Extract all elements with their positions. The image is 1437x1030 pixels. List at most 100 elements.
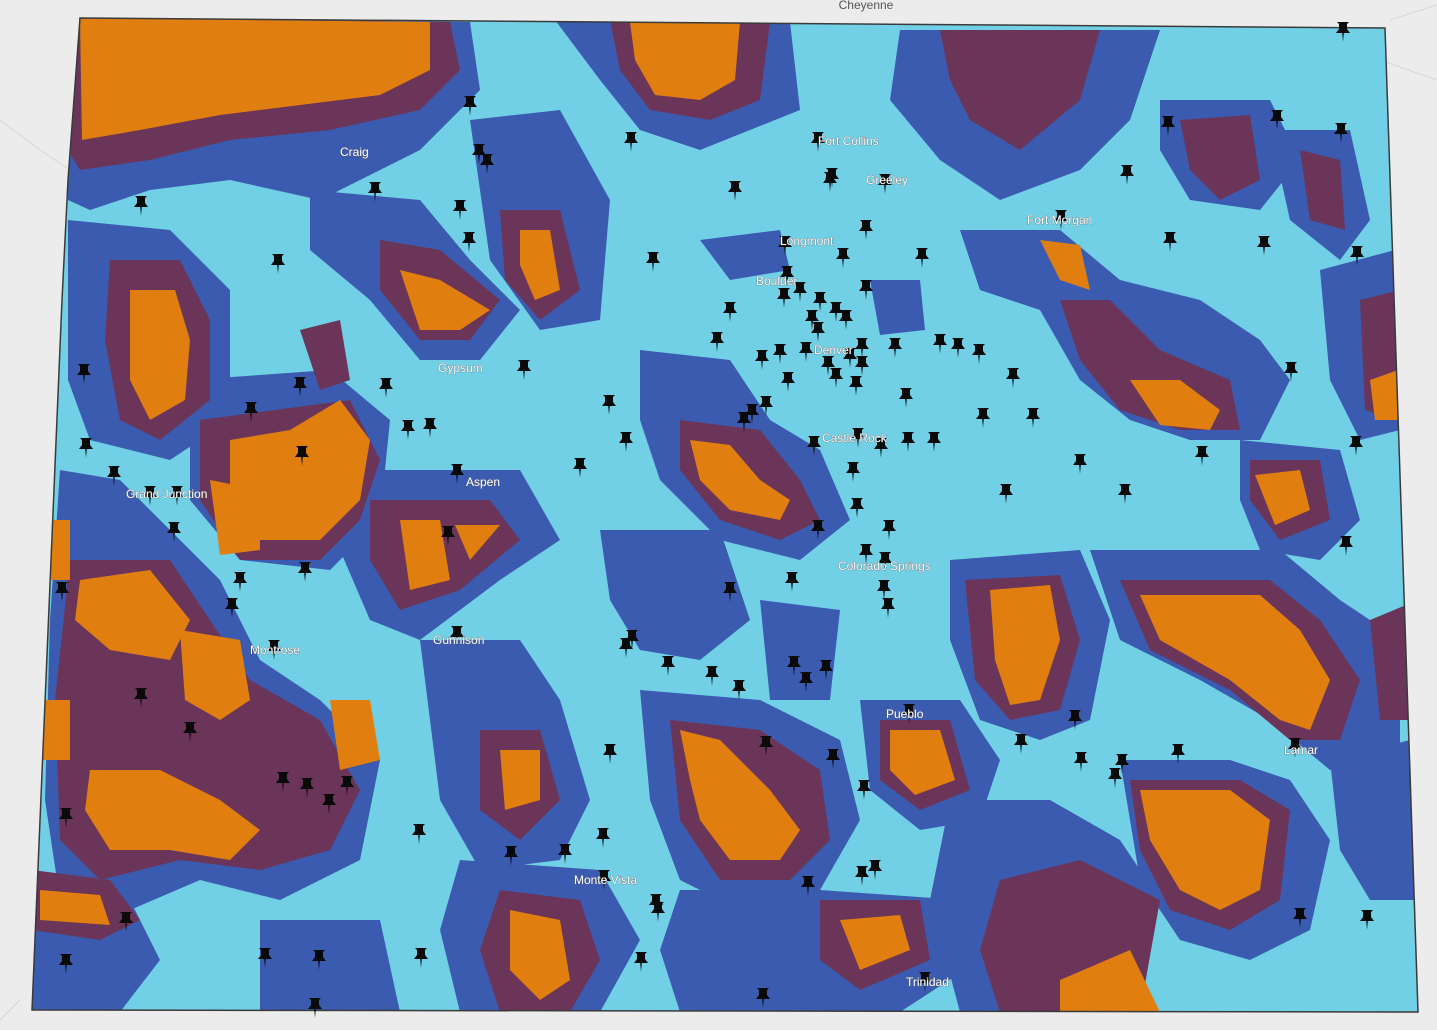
pushpin-icon[interactable] bbox=[462, 232, 476, 252]
pushpin-icon[interactable] bbox=[836, 248, 850, 268]
pushpin-icon[interactable] bbox=[888, 338, 902, 358]
pushpin-icon[interactable] bbox=[1074, 752, 1088, 772]
pushpin-icon[interactable] bbox=[134, 688, 148, 708]
pushpin-icon[interactable] bbox=[77, 364, 91, 384]
pushpin-icon[interactable] bbox=[855, 338, 869, 358]
pushpin-icon[interactable] bbox=[450, 464, 464, 484]
pushpin-icon[interactable] bbox=[1349, 436, 1363, 456]
pushpin-icon[interactable] bbox=[322, 794, 336, 814]
pushpin-icon[interactable] bbox=[244, 402, 258, 422]
pushpin-icon[interactable] bbox=[661, 656, 675, 676]
pushpin-icon[interactable] bbox=[1334, 123, 1348, 143]
pushpin-icon[interactable] bbox=[801, 876, 815, 896]
pushpin-icon[interactable] bbox=[846, 462, 860, 482]
pushpin-icon[interactable] bbox=[340, 776, 354, 796]
pushpin-icon[interactable] bbox=[902, 704, 916, 724]
pushpin-icon[interactable] bbox=[843, 348, 857, 368]
pushpin-icon[interactable] bbox=[558, 844, 572, 864]
pushpin-icon[interactable] bbox=[756, 988, 770, 1008]
pushpin-icon[interactable] bbox=[412, 824, 426, 844]
pushpin-icon[interactable] bbox=[602, 395, 616, 415]
pushpin-icon[interactable] bbox=[1195, 446, 1209, 466]
pushpin-icon[interactable] bbox=[1108, 768, 1122, 788]
pushpin-icon[interactable] bbox=[1288, 738, 1302, 758]
pushpin-icon[interactable] bbox=[646, 252, 660, 272]
pushpin-icon[interactable] bbox=[999, 484, 1013, 504]
pushpin-icon[interactable] bbox=[472, 144, 486, 164]
pushpin-icon[interactable] bbox=[167, 522, 181, 542]
pushpin-icon[interactable] bbox=[855, 866, 869, 886]
pushpin-icon[interactable] bbox=[298, 562, 312, 582]
pushpin-icon[interactable] bbox=[300, 778, 314, 798]
pushpin-icon[interactable] bbox=[773, 344, 787, 364]
pushpin-icon[interactable] bbox=[781, 372, 795, 392]
pushpin-icon[interactable] bbox=[1350, 246, 1364, 266]
pushpin-icon[interactable] bbox=[927, 432, 941, 452]
pushpin-icon[interactable] bbox=[780, 266, 794, 286]
pushpin-icon[interactable] bbox=[918, 972, 932, 992]
pushpin-icon[interactable] bbox=[881, 598, 895, 618]
pushpin-icon[interactable] bbox=[755, 350, 769, 370]
pushpin-icon[interactable] bbox=[821, 356, 835, 376]
pushpin-icon[interactable] bbox=[295, 446, 309, 466]
pushpin-icon[interactable] bbox=[1054, 210, 1068, 230]
pushpin-icon[interactable] bbox=[1161, 116, 1175, 136]
pushpin-icon[interactable] bbox=[859, 280, 873, 300]
pushpin-icon[interactable] bbox=[258, 948, 272, 968]
pushpin-icon[interactable] bbox=[976, 408, 990, 428]
pushpin-icon[interactable] bbox=[878, 552, 892, 572]
pushpin-icon[interactable] bbox=[480, 154, 494, 174]
pushpin-icon[interactable] bbox=[826, 749, 840, 769]
pushpin-icon[interactable] bbox=[453, 200, 467, 220]
pushpin-icon[interactable] bbox=[899, 388, 913, 408]
pushpin-icon[interactable] bbox=[79, 438, 93, 458]
pushpin-icon[interactable] bbox=[877, 580, 891, 600]
pushpin-icon[interactable] bbox=[1026, 408, 1040, 428]
pushpin-icon[interactable] bbox=[1360, 910, 1374, 930]
pushpin-icon[interactable] bbox=[811, 520, 825, 540]
pushpin-icon[interactable] bbox=[851, 428, 865, 448]
pushpin-icon[interactable] bbox=[1068, 710, 1082, 730]
pushpin-icon[interactable] bbox=[170, 486, 184, 506]
pushpin-icon[interactable] bbox=[59, 808, 73, 828]
pushpin-icon[interactable] bbox=[874, 438, 888, 458]
pushpin-icon[interactable] bbox=[276, 772, 290, 792]
pushpin-icon[interactable] bbox=[811, 132, 825, 152]
pushpin-icon[interactable] bbox=[799, 672, 813, 692]
pushpin-icon[interactable] bbox=[855, 356, 869, 376]
pushpin-icon[interactable] bbox=[183, 722, 197, 742]
pushpin-icon[interactable] bbox=[1339, 536, 1353, 556]
pushpin-icon[interactable] bbox=[933, 334, 947, 354]
pushpin-icon[interactable] bbox=[271, 254, 285, 274]
pushpin-icon[interactable] bbox=[859, 544, 873, 564]
pushpin-icon[interactable] bbox=[59, 954, 73, 974]
pushpin-icon[interactable] bbox=[1171, 744, 1185, 764]
pushpin-icon[interactable] bbox=[882, 520, 896, 540]
pushpin-icon[interactable] bbox=[267, 640, 281, 660]
pushpin-icon[interactable] bbox=[849, 376, 863, 396]
pushpin-icon[interactable] bbox=[401, 420, 415, 440]
pushpin-icon[interactable] bbox=[368, 182, 382, 202]
pushpin-icon[interactable] bbox=[1006, 368, 1020, 388]
pushpin-icon[interactable] bbox=[723, 302, 737, 322]
pushpin-icon[interactable] bbox=[778, 236, 792, 256]
pushpin-icon[interactable] bbox=[441, 526, 455, 546]
pushpin-icon[interactable] bbox=[619, 432, 633, 452]
pushpin-icon[interactable] bbox=[829, 302, 843, 322]
pushpin-icon[interactable] bbox=[107, 466, 121, 486]
pushpin-icon[interactable] bbox=[1336, 22, 1350, 42]
pushpin-icon[interactable] bbox=[603, 744, 617, 764]
pushpin-icon[interactable] bbox=[839, 310, 853, 330]
pushpin-icon[interactable] bbox=[308, 998, 322, 1018]
pushpin-icon[interactable] bbox=[819, 660, 833, 680]
pushpin-icon[interactable] bbox=[312, 950, 326, 970]
pushpin-icon[interactable] bbox=[850, 498, 864, 518]
pushpin-icon[interactable] bbox=[1284, 362, 1298, 382]
pushpin-icon[interactable] bbox=[868, 860, 882, 880]
pushpin-icon[interactable] bbox=[1293, 908, 1307, 928]
pushpin-icon[interactable] bbox=[293, 377, 307, 397]
pushpin-icon[interactable] bbox=[1270, 110, 1284, 130]
pushpin-icon[interactable] bbox=[423, 418, 437, 438]
